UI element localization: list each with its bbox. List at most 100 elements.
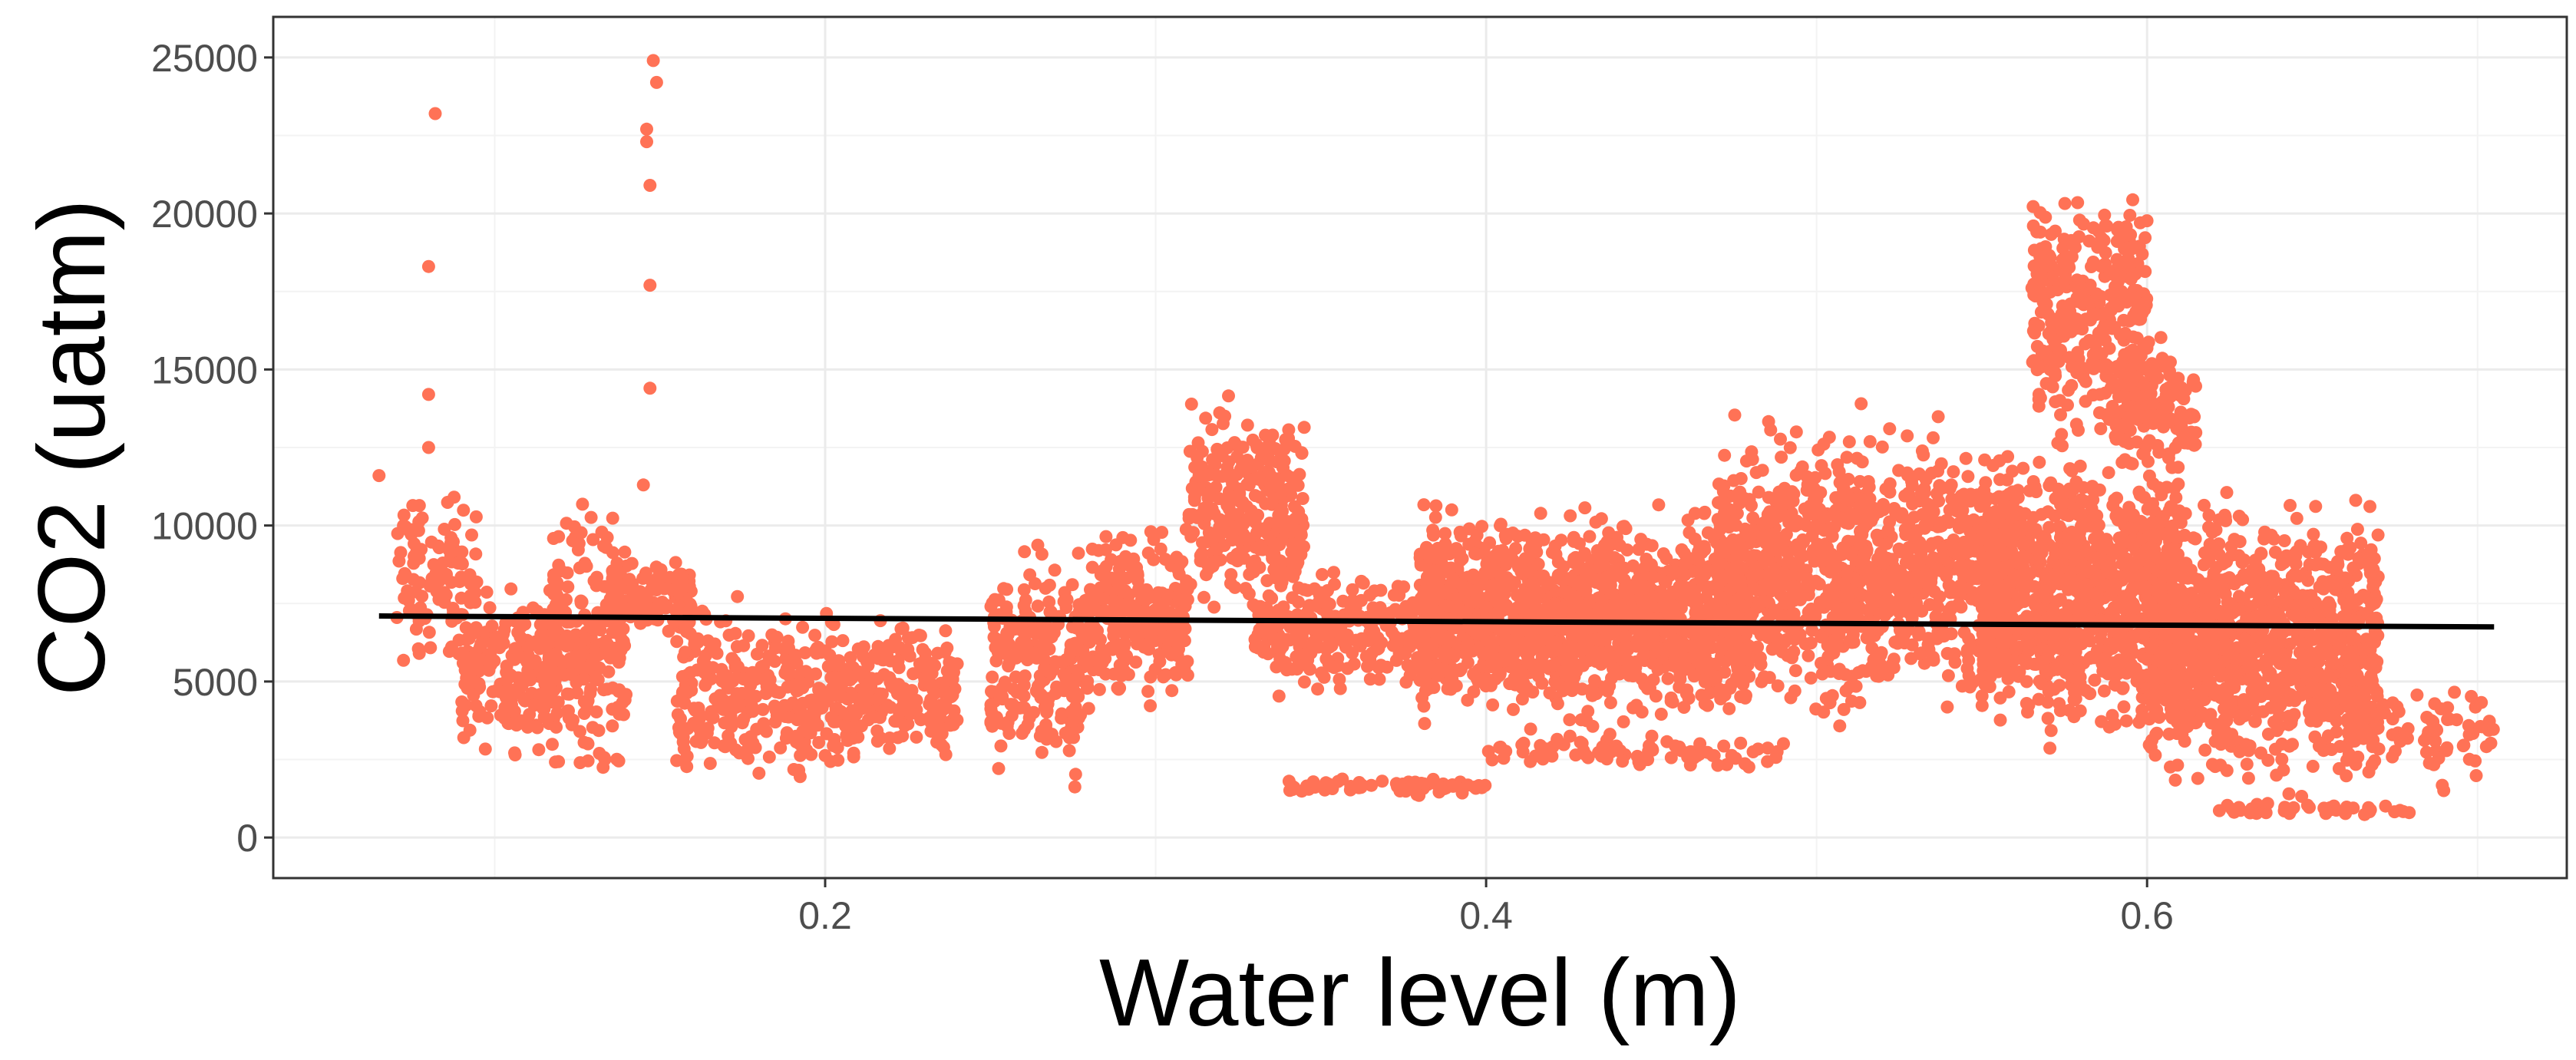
data-point bbox=[1147, 553, 1161, 566]
data-point bbox=[1565, 626, 1578, 639]
data-point bbox=[1931, 410, 1945, 424]
data-point bbox=[1833, 719, 1847, 733]
data-point bbox=[1446, 779, 1460, 793]
data-point bbox=[467, 689, 481, 702]
data-point bbox=[394, 546, 408, 560]
data-point bbox=[1043, 605, 1057, 619]
data-point bbox=[1361, 659, 1374, 673]
data-point bbox=[1563, 729, 1577, 743]
data-point bbox=[1849, 679, 1863, 693]
data-point bbox=[920, 677, 934, 690]
data-point bbox=[595, 525, 609, 539]
data-point bbox=[1607, 662, 1620, 675]
data-point bbox=[874, 711, 887, 725]
data-point bbox=[750, 647, 764, 661]
data-point bbox=[457, 504, 471, 517]
data-point bbox=[1147, 533, 1161, 547]
data-point bbox=[521, 640, 535, 654]
data-point bbox=[1038, 700, 1052, 714]
data-point bbox=[1765, 642, 1779, 656]
data-point bbox=[1275, 515, 1289, 529]
data-point bbox=[543, 682, 557, 695]
data-point bbox=[1332, 623, 1346, 637]
data-point bbox=[616, 639, 629, 652]
data-point bbox=[1428, 564, 1442, 578]
data-point bbox=[919, 646, 932, 660]
data-point bbox=[1785, 625, 1799, 639]
data-point bbox=[1350, 635, 1364, 649]
data-point bbox=[606, 596, 619, 609]
data-point bbox=[912, 629, 926, 642]
data-point bbox=[499, 616, 513, 630]
data-point bbox=[1202, 526, 1216, 540]
data-point bbox=[1567, 660, 1580, 674]
data-point bbox=[1877, 497, 1890, 511]
data-point bbox=[1613, 539, 1627, 552]
data-point bbox=[1931, 600, 1945, 614]
data-point bbox=[735, 686, 749, 700]
data-point bbox=[1543, 686, 1557, 700]
data-point bbox=[756, 702, 770, 716]
data-point bbox=[1461, 636, 1475, 649]
data-point bbox=[1493, 667, 1507, 680]
data-point bbox=[580, 560, 593, 573]
data-point bbox=[550, 720, 563, 734]
data-point bbox=[1429, 499, 1443, 513]
data-point bbox=[1640, 682, 1654, 695]
data-point bbox=[1240, 477, 1254, 491]
data-point bbox=[669, 556, 682, 570]
data-point bbox=[1862, 513, 1876, 527]
data-point bbox=[571, 543, 585, 556]
data-point bbox=[1507, 702, 1520, 716]
data-point bbox=[1947, 465, 1960, 479]
data-point bbox=[1811, 443, 1825, 457]
data-point bbox=[1796, 549, 1810, 563]
data-point bbox=[844, 651, 857, 665]
data-point bbox=[1253, 625, 1267, 639]
data-point bbox=[590, 705, 603, 718]
data-point bbox=[935, 722, 949, 735]
data-point bbox=[1292, 581, 1306, 595]
data-point bbox=[500, 672, 514, 685]
data-point bbox=[1862, 560, 1875, 574]
data-point bbox=[606, 626, 619, 639]
data-point bbox=[1297, 675, 1311, 689]
data-point bbox=[1855, 455, 1869, 469]
data-point bbox=[762, 750, 776, 764]
data-point bbox=[1259, 428, 1272, 442]
data-point bbox=[456, 714, 470, 728]
data-point bbox=[1883, 422, 1897, 436]
data-point bbox=[1789, 468, 1803, 482]
data-point bbox=[1894, 507, 1908, 520]
data-point bbox=[644, 583, 658, 597]
data-point bbox=[1724, 563, 1738, 576]
data-point bbox=[1057, 595, 1071, 609]
data-point bbox=[484, 652, 497, 665]
data-point bbox=[1952, 521, 1966, 535]
data-point bbox=[1487, 635, 1501, 649]
data-point bbox=[797, 737, 811, 751]
data-point bbox=[693, 723, 707, 737]
data-point bbox=[1524, 722, 1537, 736]
data-point bbox=[1184, 577, 1197, 591]
data-point bbox=[795, 665, 809, 679]
data-point bbox=[928, 686, 942, 700]
data-point bbox=[1042, 595, 1056, 609]
data-point bbox=[1039, 581, 1052, 595]
data-point bbox=[1551, 697, 1564, 711]
data-point bbox=[584, 510, 598, 524]
data-point bbox=[1417, 498, 1431, 512]
data-point bbox=[1486, 698, 1500, 712]
data-point bbox=[706, 711, 720, 725]
data-point bbox=[461, 665, 474, 679]
data-point bbox=[576, 497, 590, 511]
data-point bbox=[1084, 654, 1098, 668]
data-point bbox=[494, 708, 507, 722]
data-point bbox=[1039, 722, 1053, 735]
data-point bbox=[1617, 715, 1630, 728]
data-point bbox=[1367, 625, 1381, 639]
data-point bbox=[1578, 501, 1592, 515]
data-point bbox=[1488, 652, 1502, 665]
data-point bbox=[1269, 442, 1282, 455]
data-point bbox=[830, 701, 844, 715]
